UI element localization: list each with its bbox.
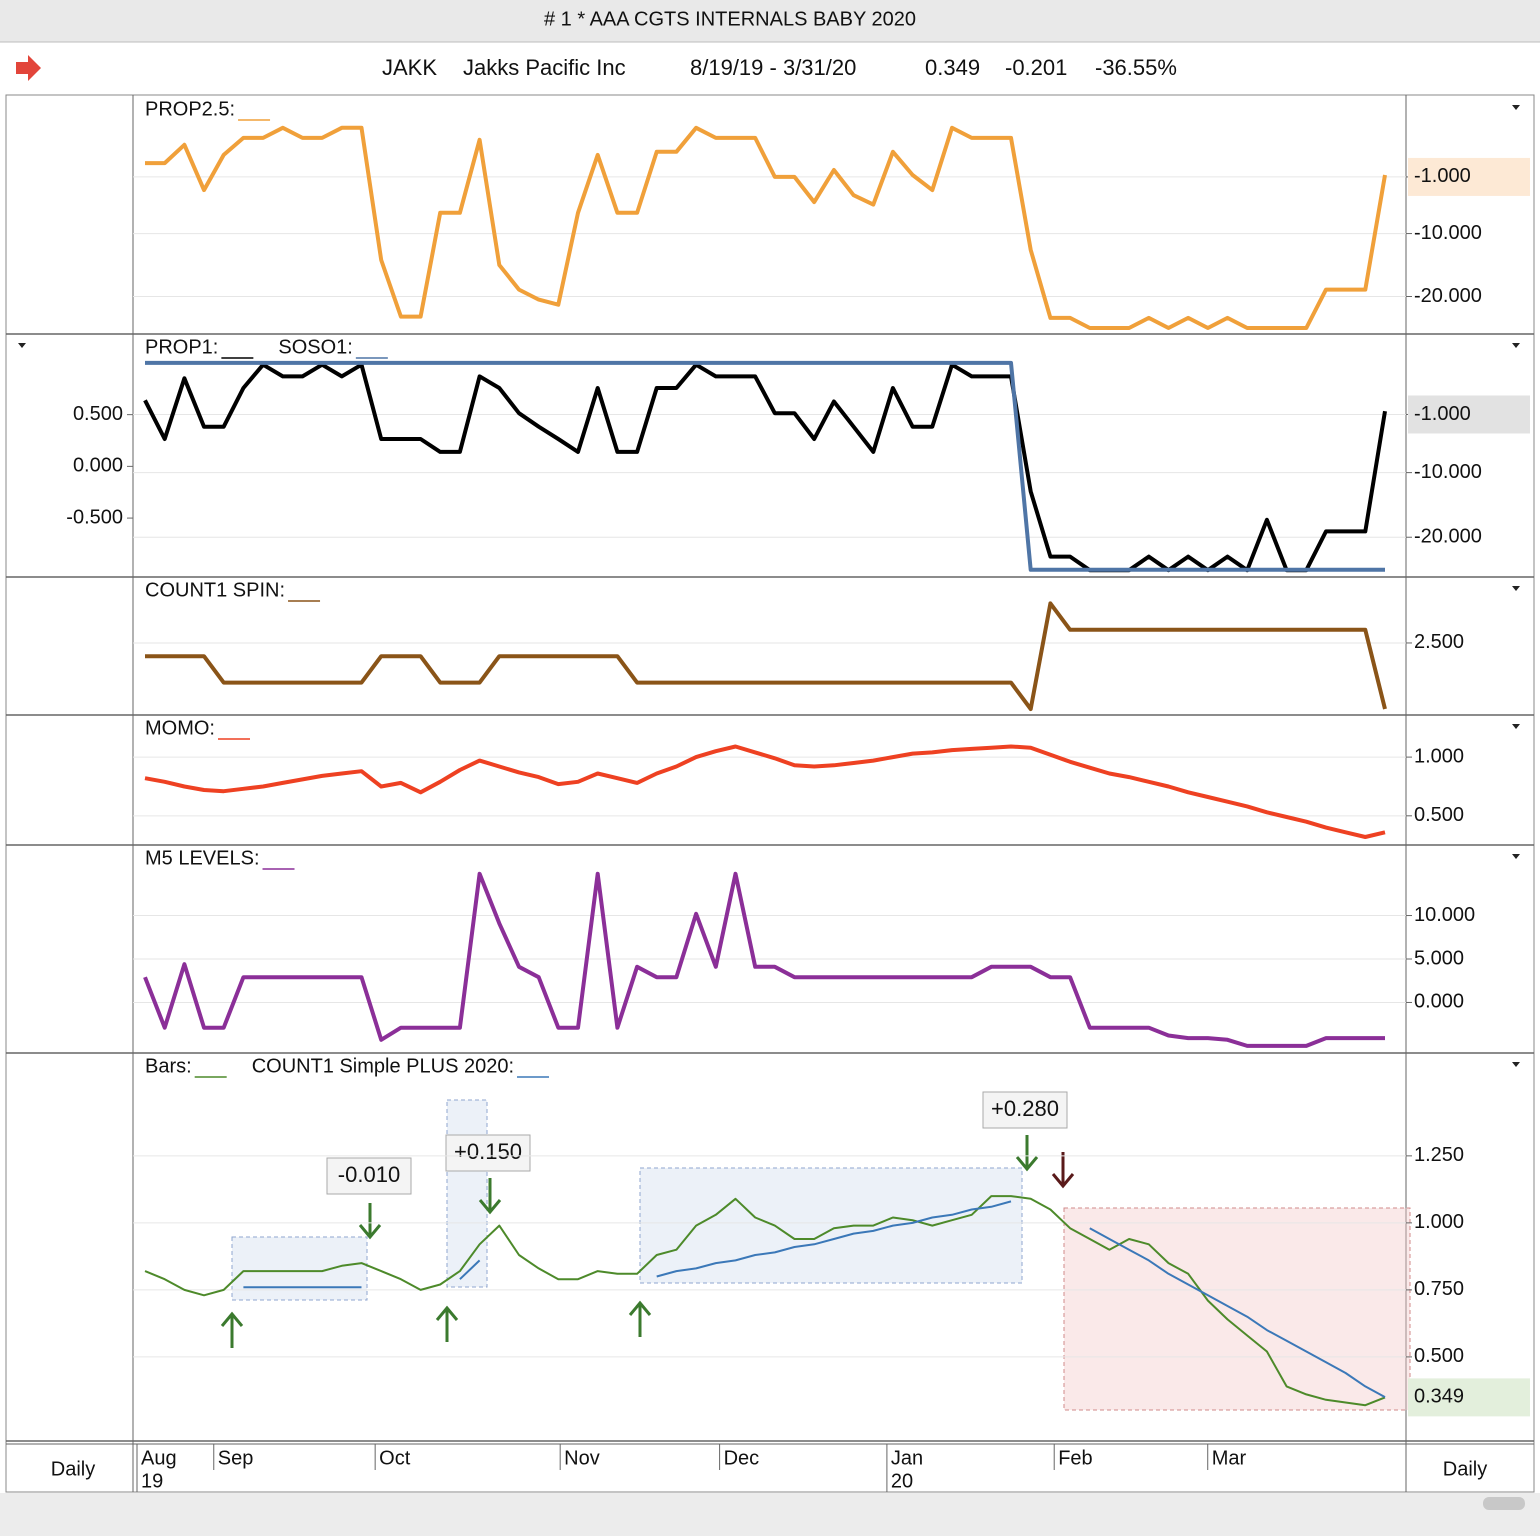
- symbol: JAKK: [382, 55, 437, 80]
- y-tick-label: -1.000: [1414, 403, 1471, 425]
- y-tick-label: -20.000: [1414, 285, 1482, 307]
- y-tick-label: 0.000: [1414, 991, 1464, 1013]
- panel-menu: [1512, 854, 1520, 859]
- x-year-label: 19: [141, 1470, 163, 1492]
- x-tick-label: Feb: [1058, 1447, 1092, 1469]
- legend-label: SOSO1:: [278, 336, 352, 358]
- signal-box: [446, 1099, 488, 1288]
- price-change: -0.201: [1005, 55, 1067, 80]
- status-bar: [0, 1493, 1540, 1536]
- y-tick-label: -10.000: [1414, 222, 1482, 244]
- down-arrow: [1051, 1152, 1075, 1189]
- series-line: [144, 744, 1386, 839]
- legend-label: PROP1:: [145, 336, 218, 358]
- series-line: [145, 360, 1385, 572]
- series-line: [145, 601, 1387, 711]
- y-tick-label: 0.750: [1414, 1278, 1464, 1300]
- y2-tick-label: -0.500: [66, 506, 123, 528]
- signal-box: [231, 1236, 368, 1301]
- annotation-box: [445, 1134, 531, 1172]
- down-arrow: [478, 1178, 502, 1215]
- price-change-pct: -36.55%: [1095, 55, 1177, 80]
- series-line: [143, 871, 1385, 1048]
- value-tag: [1408, 395, 1530, 434]
- x-tick-label: Dec: [724, 1447, 760, 1469]
- y-tick-label: 1.000: [1414, 745, 1464, 767]
- y-tick-label: 1.000: [1414, 1211, 1464, 1233]
- up-arrow: [435, 1305, 459, 1342]
- x-tick-label: Jan: [891, 1447, 923, 1469]
- annotation: +0.280: [991, 1096, 1059, 1121]
- annotation-box: [982, 1091, 1068, 1129]
- y2-tick-label: 0.500: [73, 403, 123, 425]
- company: Jakks Pacific Inc: [463, 55, 626, 80]
- down-arrow: [1015, 1135, 1039, 1172]
- y-tick-label: 10.000: [1414, 904, 1475, 926]
- legend-label: COUNT1 SPIN:: [145, 579, 285, 601]
- panel-menu: [1512, 724, 1520, 729]
- legend-label: Bars:: [145, 1055, 192, 1077]
- interval-right[interactable]: Daily: [1443, 1458, 1487, 1480]
- last-price: 0.349: [925, 55, 980, 80]
- x-tick-label: Oct: [379, 1447, 411, 1469]
- window-title: # 1 * AAA CGTS INTERNALS BABY 2020: [544, 8, 916, 30]
- y-tick-label: 0.500: [1414, 1345, 1464, 1367]
- y-tick-label: 1.250: [1414, 1144, 1464, 1166]
- y-tick-label: -10.000: [1414, 461, 1482, 483]
- series-line: [144, 1195, 1386, 1407]
- up-arrow: [220, 1311, 244, 1348]
- series-line: [143, 362, 1387, 573]
- x-tick-label: Sep: [218, 1447, 254, 1469]
- signal-box: [1063, 1207, 1411, 1411]
- legend-label: COUNT1 Simple PLUS 2020:: [252, 1055, 514, 1077]
- annotation-box: [326, 1157, 412, 1195]
- x-tick-label: Aug: [141, 1447, 177, 1469]
- y-tick-label: 5.000: [1414, 947, 1464, 969]
- legend-label: M5 LEVELS:: [145, 847, 260, 869]
- signal-box: [639, 1167, 1023, 1284]
- panel-menu: [1512, 586, 1520, 591]
- series-line: [243, 1200, 1386, 1398]
- interval-left[interactable]: Daily: [51, 1458, 95, 1480]
- y-tick-label: -1.000: [1414, 165, 1471, 187]
- panel-menu: [1512, 343, 1520, 348]
- y-tick-label: -20.000: [1414, 526, 1482, 548]
- value-tag: [1408, 157, 1530, 196]
- y-tick-label: 0.500: [1414, 804, 1464, 826]
- date-range: 8/19/19 - 3/31/20: [690, 55, 856, 80]
- annotation: +0.150: [454, 1139, 522, 1164]
- down-arrow: [358, 1203, 382, 1240]
- title-bar: [0, 0, 1540, 42]
- price-tag: 0.349: [1414, 1386, 1464, 1408]
- legend-label: MOMO:: [145, 717, 215, 739]
- decorations: -0.010 +0.150 +0.280: [220, 1091, 1411, 1411]
- frame: [5, 94, 1535, 1493]
- panel-menu: [1512, 105, 1520, 110]
- arrow-icon[interactable]: [16, 55, 41, 81]
- value-tag: [1408, 1378, 1530, 1417]
- x-tick-label: Mar: [1212, 1447, 1247, 1469]
- series-line: [145, 125, 1387, 330]
- annotation: -0.010: [338, 1162, 400, 1187]
- panel-menu: [1512, 1062, 1520, 1067]
- x-tick-label: Nov: [564, 1447, 600, 1469]
- scroll-thumb[interactable]: [1483, 1497, 1525, 1510]
- panel-menu: [18, 343, 26, 348]
- y2-tick-label: 0.000: [73, 455, 123, 477]
- x-year-label: 20: [891, 1470, 913, 1492]
- legend-label: PROP2.5:: [145, 98, 235, 120]
- up-arrow: [628, 1300, 652, 1337]
- y-tick-label: 2.500: [1414, 631, 1464, 653]
